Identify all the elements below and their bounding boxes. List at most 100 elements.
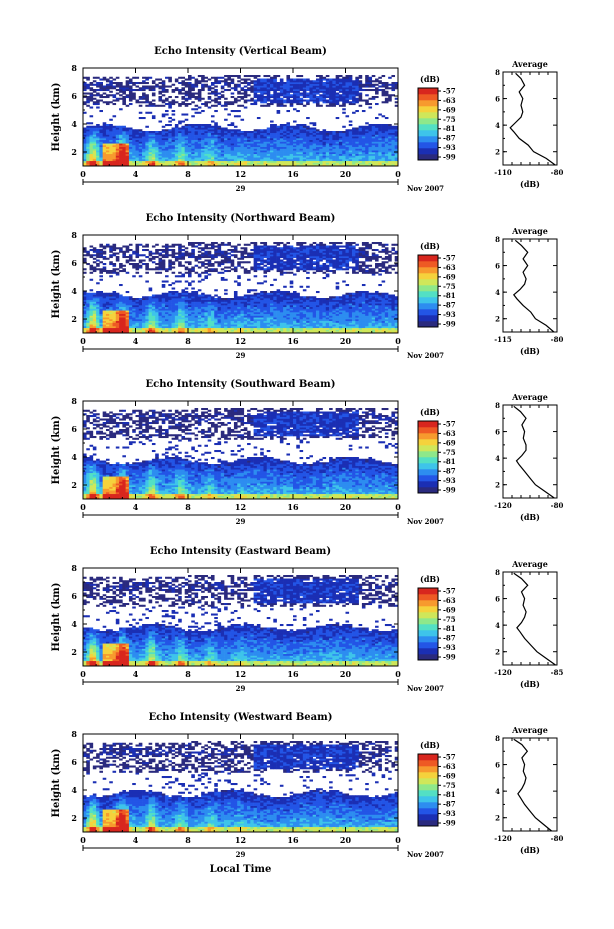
heatmap-cell <box>155 143 159 146</box>
heatmap-cell <box>266 89 271 92</box>
heatmap-cell <box>381 139 386 142</box>
heatmap-cell <box>86 76 90 79</box>
heatmap-cell <box>174 143 179 146</box>
heatmap-cell <box>270 78 274 81</box>
heatmap-cell <box>230 131 235 134</box>
heatmap-cell <box>174 152 179 155</box>
heatmap-cell <box>197 299 202 302</box>
heatmap-cell <box>105 270 110 273</box>
heatmap-cell <box>247 155 251 158</box>
heatmap-cell <box>207 252 212 255</box>
heatmap-cell <box>329 82 333 85</box>
heatmap-cell <box>194 271 199 274</box>
heatmap-cell <box>355 155 359 158</box>
heatmap-cell <box>283 90 287 93</box>
heatmap-cell <box>309 150 313 153</box>
heatmap-cell <box>365 129 369 132</box>
heatmap-cell <box>132 138 136 141</box>
heatmap-cell <box>296 150 300 153</box>
heatmap-cell <box>240 146 245 149</box>
heatmap-cell <box>188 136 192 139</box>
heatmap-cell <box>194 298 199 301</box>
heatmap-cell <box>119 266 123 269</box>
heatmap-cell <box>148 257 153 260</box>
heatmap-cell <box>138 327 143 330</box>
heatmap-cell <box>86 152 90 155</box>
heatmap-cell <box>227 134 231 137</box>
heatmap-cell <box>89 89 94 92</box>
heatmap-cell <box>161 150 166 153</box>
heatmap-cell <box>302 155 307 158</box>
heatmap-cell <box>165 250 169 253</box>
heatmap-cell <box>125 153 130 156</box>
heatmap-cell <box>181 164 186 167</box>
heatmap-cell <box>161 164 166 167</box>
heatmap-cell <box>365 75 369 78</box>
heatmap-cell <box>174 327 179 330</box>
heatmap-cell <box>83 89 87 92</box>
heatmap-cell <box>161 254 166 257</box>
heatmap-cell <box>358 164 363 167</box>
heatmap-cell <box>135 331 140 334</box>
heatmap-cell <box>122 134 126 137</box>
heatmap-cell <box>109 101 113 104</box>
heatmap-cell <box>250 146 254 149</box>
heatmap-cell <box>99 270 103 273</box>
heatmap-cell <box>227 298 231 301</box>
heatmap-cell <box>227 308 231 311</box>
heatmap-cell <box>105 327 110 330</box>
heatmap-cell <box>132 76 136 79</box>
heatmap-cell <box>256 80 261 83</box>
heatmap-cell <box>96 99 100 102</box>
heatmap-cell <box>132 155 136 158</box>
heatmap-cell <box>96 132 100 135</box>
heatmap-cell <box>138 134 143 137</box>
heatmap-cell <box>375 152 379 155</box>
heatmap-cell <box>188 129 192 132</box>
heatmap-cell <box>119 134 123 137</box>
heatmap-cell <box>220 312 225 315</box>
heatmap-cell <box>378 153 382 156</box>
heatmap-cell <box>227 143 231 146</box>
heatmap-cell <box>302 129 307 132</box>
heatmap-cell <box>99 129 103 132</box>
heatmap-cell <box>204 303 208 306</box>
heatmap-cell <box>138 264 143 267</box>
heatmap-cell <box>361 125 366 128</box>
heatmap-cell <box>158 315 163 318</box>
heatmap-cell <box>237 164 241 167</box>
heatmap-cell <box>188 271 192 274</box>
heatmap-cell <box>358 104 363 107</box>
heatmap-cell <box>83 148 87 151</box>
heatmap-cell <box>165 268 169 271</box>
heatmap-cell <box>96 160 100 163</box>
heatmap-cell <box>220 76 225 79</box>
heatmap-cell <box>128 305 133 308</box>
heatmap-cell <box>171 299 176 302</box>
heatmap-cell <box>132 324 136 327</box>
heatmap-cell <box>217 157 222 160</box>
heatmap-cell <box>96 254 100 257</box>
heatmap-cell <box>128 85 133 88</box>
heatmap-cell <box>263 150 268 153</box>
heatmap-cell <box>302 82 307 85</box>
heatmap-cell <box>171 282 176 285</box>
colorbar-swatch <box>418 154 438 161</box>
heatmap-cell <box>165 162 169 165</box>
heatmap-cell <box>217 160 222 163</box>
heatmap-cell <box>194 80 199 83</box>
heatmap-cell <box>319 138 323 141</box>
heatmap-cell <box>283 82 287 85</box>
heatmap-cell <box>83 143 87 146</box>
heatmap-cell <box>220 298 225 301</box>
heatmap-cell <box>207 331 212 334</box>
heatmap-cell <box>214 324 218 327</box>
heatmap-cell <box>89 125 94 128</box>
heatmap-cell <box>220 301 225 304</box>
heatmap-cell <box>217 263 222 266</box>
heatmap-cell <box>302 150 307 153</box>
heatmap-cell <box>201 125 205 128</box>
heatmap-cell <box>92 97 97 100</box>
heatmap-cell <box>102 153 107 156</box>
heatmap-cell <box>83 250 87 253</box>
